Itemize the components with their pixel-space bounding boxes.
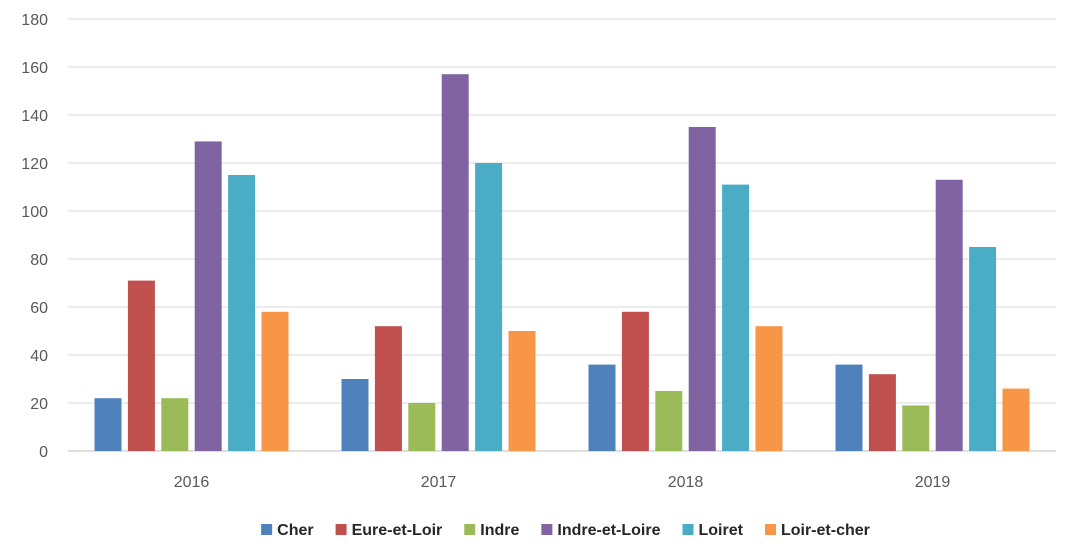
legend-items: Cher Eure-et-Loir Indre Indre-et-Loire Loire…: [261, 522, 870, 539]
legend-swatch: [682, 524, 694, 535]
bar-loiret-2019: [969, 247, 997, 451]
y-tick-label: 80: [30, 252, 48, 269]
legend-label: Indre: [480, 522, 519, 539]
bar-eure-et-loir-2017: [374, 326, 402, 451]
bar-loiret-2016: [228, 175, 256, 451]
y-tick-label: 100: [21, 204, 48, 221]
bar-indre-et-loire-2017: [441, 74, 469, 451]
legend-item: Loiret: [682, 522, 744, 539]
y-tick-label: 140: [21, 108, 48, 125]
bar-eure-et-loir-2018: [621, 311, 649, 451]
bar-loiret-2017: [475, 163, 503, 451]
legend-swatch: [541, 524, 553, 535]
legend-label: Cher: [277, 522, 313, 539]
bar-indre-2018: [655, 391, 683, 451]
bar-cher-2019: [835, 364, 863, 451]
legend-swatch: [335, 524, 347, 535]
bar-indre-2016: [161, 398, 189, 451]
bar-loir-et-cher-2018: [755, 326, 783, 451]
legend: Cher Eure-et-Loir Indre Indre-et-Loire Loire…: [261, 522, 870, 539]
bar-cher-2016: [94, 398, 122, 451]
x-tick-label: 2019: [915, 474, 951, 491]
bar-cher-2017: [341, 379, 369, 451]
x-tick-label: 2017: [421, 474, 457, 491]
legend-swatch: [261, 524, 273, 535]
legend-label: Eure-et-Loir: [352, 522, 443, 539]
y-tick-label: 180: [21, 12, 48, 29]
x-tick-label: 2016: [174, 474, 210, 491]
legend-item: Indre: [464, 522, 519, 539]
bar-loir-et-cher-2019: [1002, 388, 1030, 451]
bar-loir-et-cher-2017: [508, 331, 536, 451]
legend-item: Indre-et-Loire: [541, 522, 661, 539]
y-tick-label: 120: [21, 156, 48, 173]
y-tick-label: 0: [39, 444, 48, 461]
bars: [94, 74, 1030, 452]
legend-item: Eure-et-Loir: [335, 522, 443, 539]
legend-label: Indre-et-Loire: [557, 522, 660, 539]
bar-indre-et-loire-2019: [935, 179, 963, 452]
bar-eure-et-loir-2019: [868, 374, 896, 451]
x-axis: 2016 2017 2018 2019: [174, 474, 951, 491]
y-tick-label: 60: [30, 300, 48, 317]
legend-swatch: [764, 524, 776, 535]
y-tick-label: 20: [30, 396, 48, 413]
bar-indre-et-loire-2018: [688, 127, 716, 451]
legend-swatch: [464, 524, 476, 535]
bar-indre-2019: [902, 405, 930, 451]
legend-item: Loir-et-cher: [764, 522, 870, 539]
bar-eure-et-loir-2016: [127, 280, 155, 451]
y-axis: 0 20 40 60 80 100 120 140 160 180: [21, 12, 48, 461]
bar-loir-et-cher-2016: [261, 311, 289, 451]
legend-label: Loiret: [699, 522, 744, 539]
bar-cher-2018: [588, 364, 616, 451]
x-tick-label: 2018: [668, 474, 704, 491]
bar-indre-et-loire-2016: [194, 141, 222, 451]
bar-loiret-2018: [722, 184, 750, 451]
y-tick-label: 160: [21, 60, 48, 77]
y-tick-label: 40: [30, 348, 48, 365]
legend-item: Cher: [261, 522, 314, 539]
legend-label: Loir-et-cher: [781, 522, 870, 539]
bar-indre-2017: [408, 403, 436, 451]
